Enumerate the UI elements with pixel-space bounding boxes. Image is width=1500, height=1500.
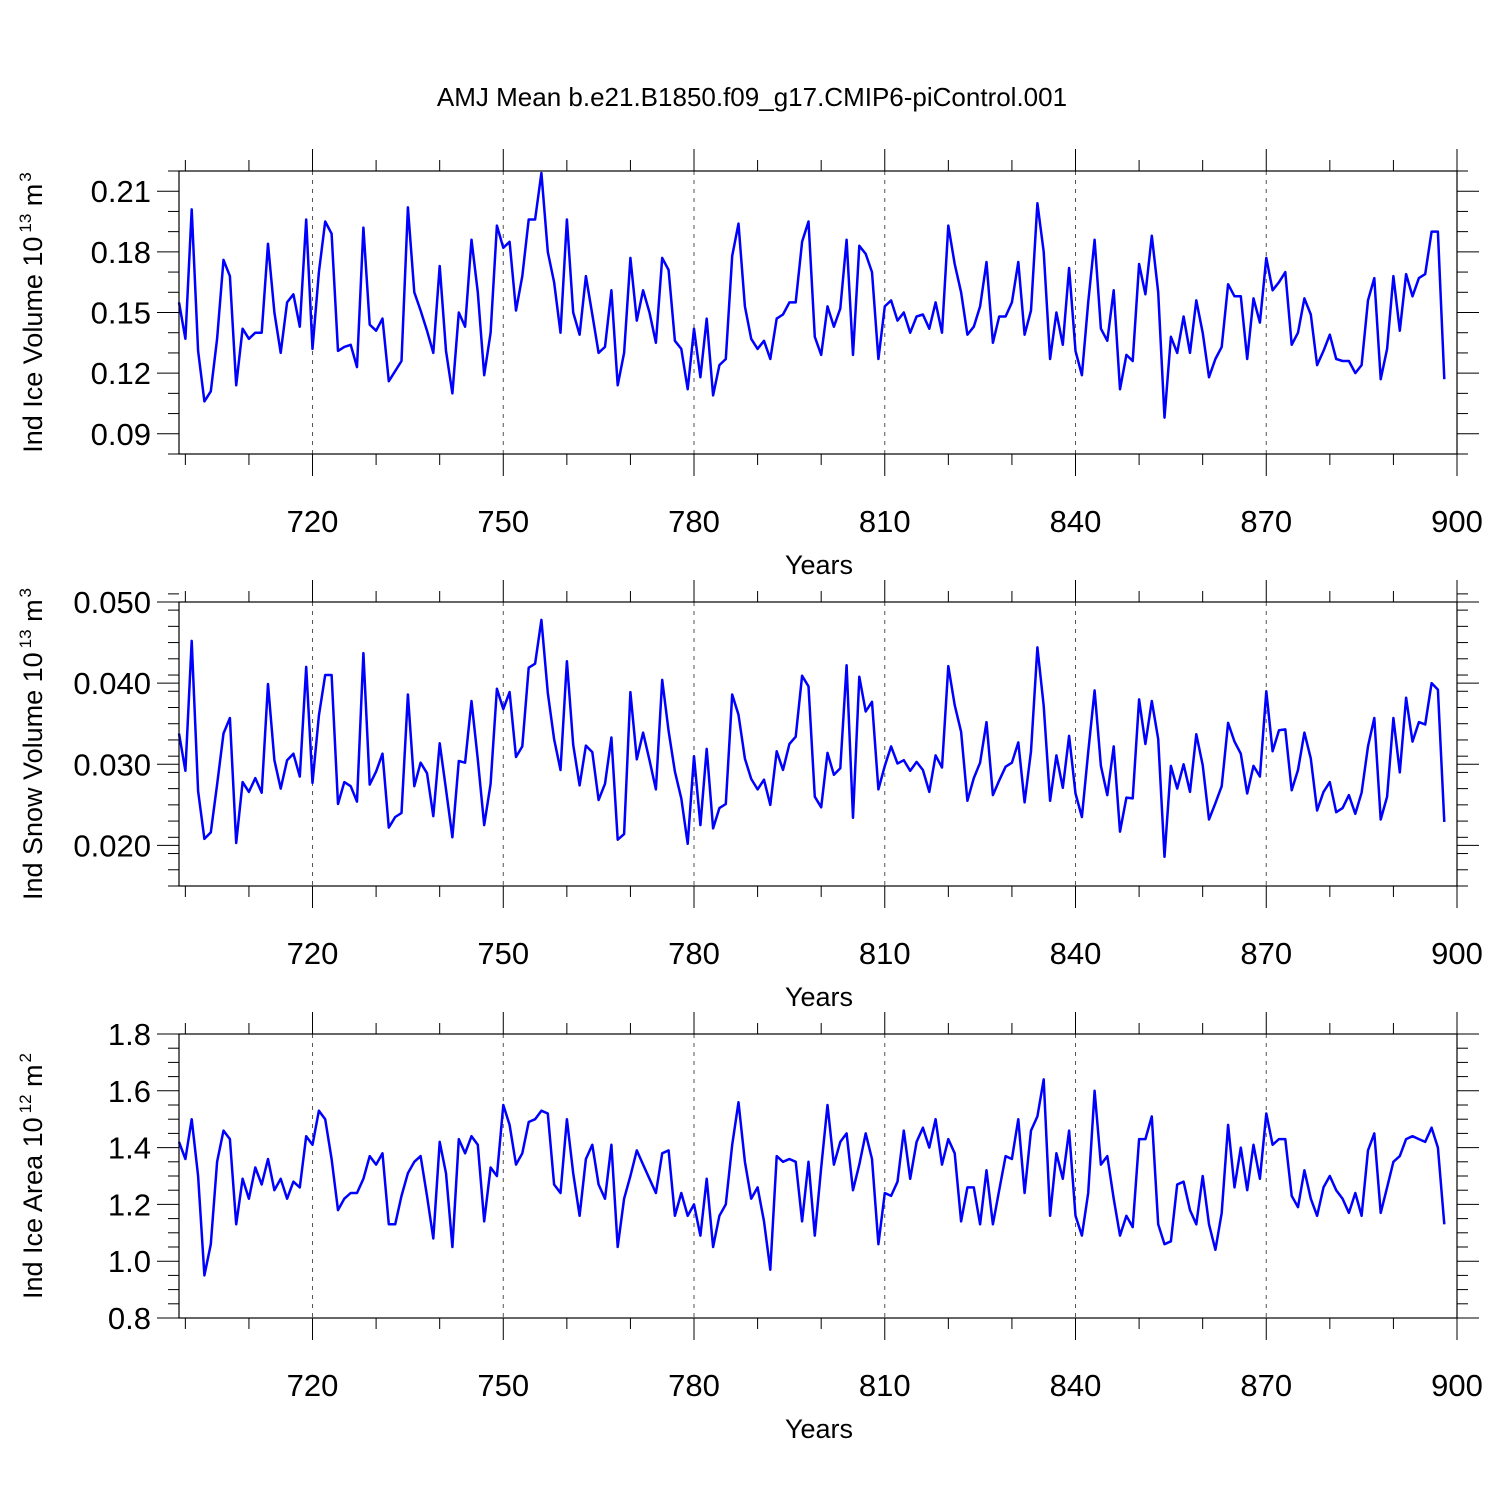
- series-line: [177, 171, 1446, 419]
- x-tick-label-840: 840: [1050, 1368, 1102, 1403]
- y-tick-label-0-09: 0.09: [91, 417, 151, 452]
- y-tick-label-1-4: 1.4: [108, 1131, 151, 1166]
- x-tick-label-840: 840: [1050, 936, 1102, 971]
- x-tick-label-780: 780: [668, 1368, 720, 1403]
- y-tick-label-0-8: 0.8: [108, 1301, 151, 1336]
- y-axis-title-unit-exponent: 3: [16, 172, 35, 181]
- x-axis-title: Years: [785, 982, 853, 1012]
- y-axis-title-unit: m: [18, 599, 48, 629]
- panel-1: 720 750 780 810 840 870 900 0.09 0.12 0.15 0.18 0.2…: [16, 149, 1483, 580]
- x-tick-label-810: 810: [859, 504, 911, 539]
- y-axis-title-exponent: 12: [16, 1094, 35, 1113]
- y-axis-title-text: Ind Snow Volume 10: [18, 652, 48, 900]
- y-tick-label-0-050: 0.050: [73, 585, 151, 620]
- series-line: [177, 1078, 1446, 1277]
- x-axis-title: Years: [785, 550, 853, 580]
- y-tick-label-0-18: 0.18: [91, 235, 151, 270]
- plot-frame: [178, 601, 1458, 887]
- y-tick-label-1-0: 1.0: [108, 1244, 151, 1279]
- x-tick-label-900: 900: [1431, 504, 1483, 539]
- y-axis-title-unit: m: [18, 1064, 48, 1094]
- y-axis-title-exponent: 13: [16, 214, 35, 233]
- y-axis-title-text: Ind Ice Volume 10: [18, 237, 48, 453]
- x-tick-label-870: 870: [1240, 504, 1292, 539]
- y-tick-label-1-8: 1.8: [108, 1017, 151, 1052]
- x-tick-label-720: 720: [287, 1368, 339, 1403]
- x-tick-label-720: 720: [287, 504, 339, 539]
- x-tick-label-780: 780: [668, 504, 720, 539]
- y-tick-label-0-15: 0.15: [91, 296, 151, 331]
- y-tick-label-1-2: 1.2: [108, 1187, 151, 1222]
- series-line: [177, 618, 1446, 859]
- panel-2: 720 750 780 810 840 870 900 0.020 0.030 0.040 0.05…: [16, 580, 1483, 1012]
- panel-3: 720 750 780 810 840 870 900 0.8 1.0 1.2 1.4 1.6 1.8 Y…: [16, 1012, 1483, 1444]
- y-axis-title-unit-exponent: 3: [16, 588, 35, 597]
- y-axis-title-exponent: 13: [16, 629, 35, 648]
- y-axis-title: Ind Snow Volume 10 13 m 3: [16, 588, 48, 900]
- x-tick-label-750: 750: [477, 936, 529, 971]
- y-tick-label-0-030: 0.030: [73, 747, 151, 782]
- x-tick-label-900: 900: [1431, 936, 1483, 971]
- y-tick-label-0-020: 0.020: [73, 828, 151, 863]
- y-tick-label-0-21: 0.21: [91, 174, 151, 209]
- plot-frame: [178, 1033, 1458, 1319]
- y-axis-title-text: Ind Ice Area 10: [18, 1117, 48, 1299]
- x-tick-label-780: 780: [668, 936, 720, 971]
- x-tick-label-750: 750: [477, 504, 529, 539]
- y-axis-title-unit-exponent: 2: [16, 1053, 35, 1062]
- x-tick-label-870: 870: [1240, 936, 1292, 971]
- x-tick-label-720: 720: [287, 936, 339, 971]
- y-tick-label-1-6: 1.6: [108, 1074, 151, 1109]
- x-tick-label-900: 900: [1431, 1368, 1483, 1403]
- y-axis-title-unit: m: [18, 184, 48, 214]
- x-tick-label-870: 870: [1240, 1368, 1292, 1403]
- x-axis-title: Years: [785, 1414, 853, 1444]
- y-axis-title: Ind Ice Area 10 12 m 2: [16, 1053, 48, 1299]
- chart-title: AMJ Mean b.e21.B1850.f09_g17.CMIP6-piCon…: [437, 82, 1067, 112]
- x-tick-label-750: 750: [477, 1368, 529, 1403]
- y-tick-label-0-040: 0.040: [73, 666, 151, 701]
- x-tick-label-810: 810: [859, 1368, 911, 1403]
- x-tick-label-810: 810: [859, 936, 911, 971]
- x-tick-label-840: 840: [1050, 504, 1102, 539]
- y-axis-title: Ind Ice Volume 10 13 m 3: [16, 172, 48, 453]
- plot-frame: [178, 170, 1458, 455]
- y-tick-label-0-12: 0.12: [91, 356, 151, 391]
